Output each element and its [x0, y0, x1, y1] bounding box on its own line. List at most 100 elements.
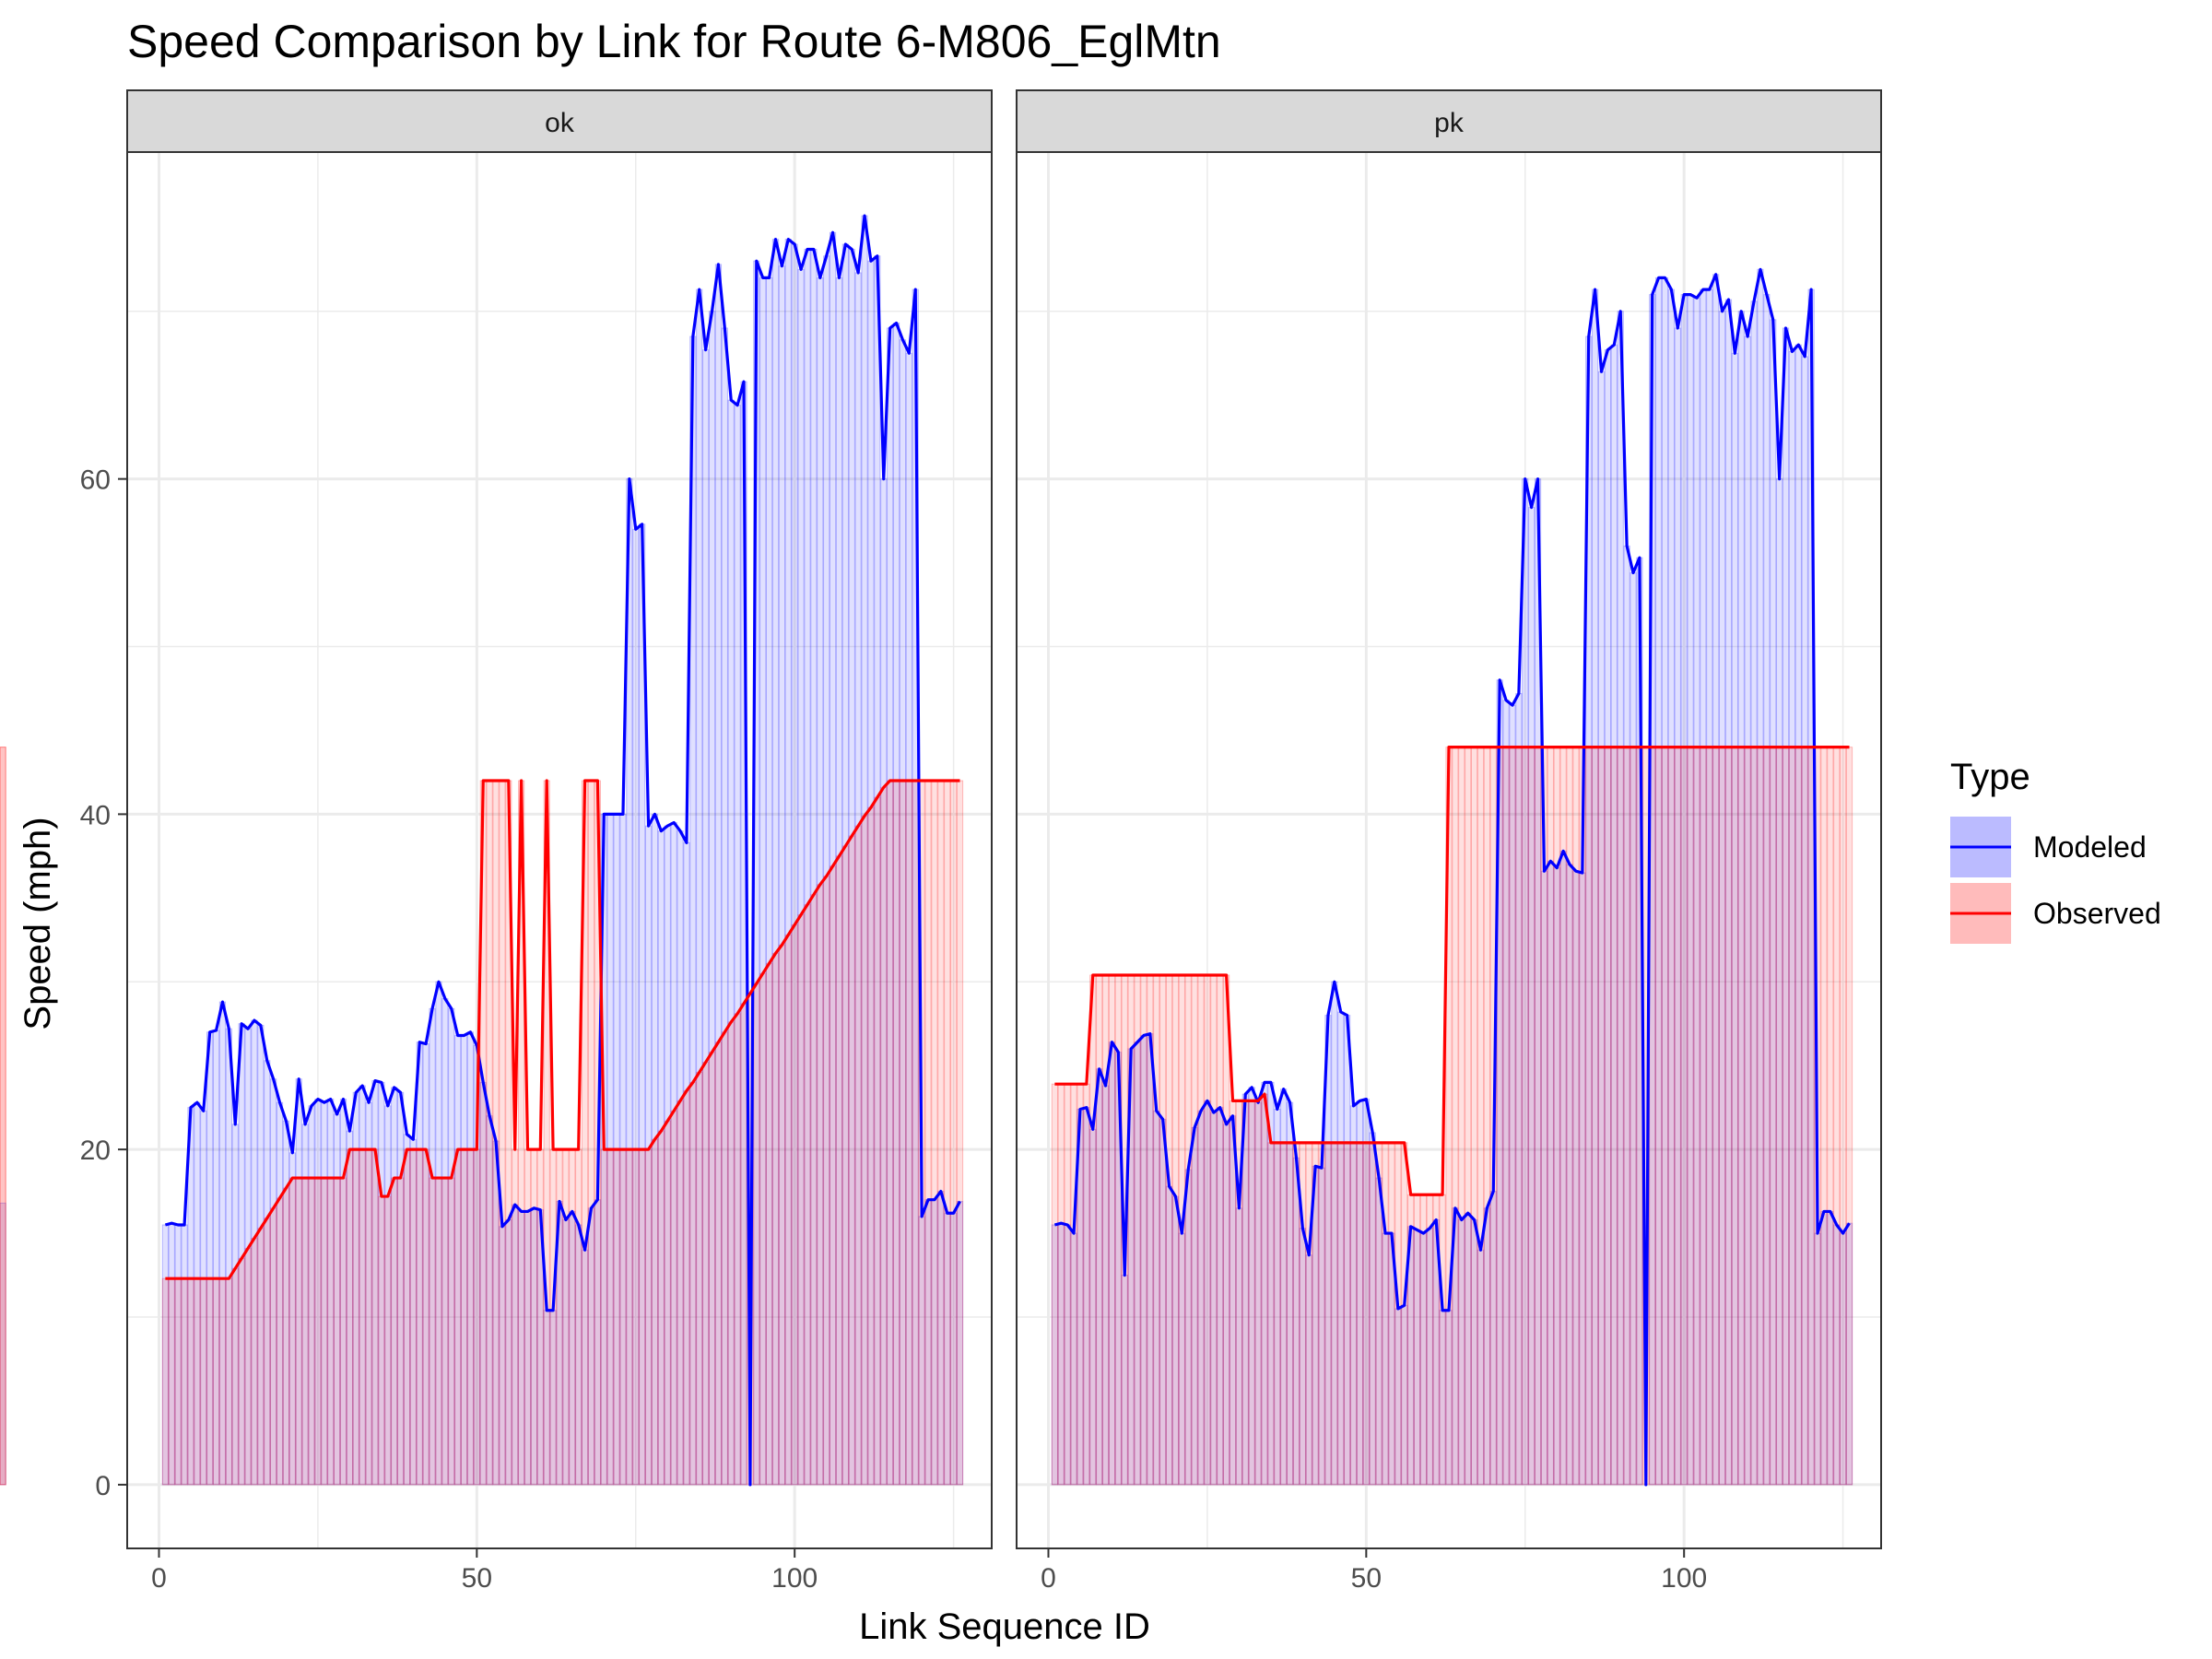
legend-label: Observed	[2033, 897, 2161, 930]
bar	[1750, 747, 1758, 1486]
bar	[1210, 974, 1218, 1486]
bar	[569, 1148, 576, 1486]
legend-entry-observed: Observed	[1950, 883, 2161, 944]
bar-series-modeled	[161, 215, 964, 1486]
bar	[264, 1218, 271, 1486]
bar	[1654, 747, 1663, 1486]
bar	[365, 1148, 372, 1486]
bar	[409, 1148, 417, 1486]
panel-border	[1016, 151, 1882, 1549]
y-tick-label: 0	[95, 1471, 111, 1501]
bar	[1382, 1142, 1389, 1486]
bar	[257, 1228, 265, 1486]
bar	[0, 747, 6, 1486]
bar	[333, 1177, 341, 1486]
bar	[562, 1148, 570, 1486]
bar	[810, 894, 818, 1486]
bar	[212, 1277, 220, 1486]
y-axis-ticks: 0 20 40 60	[80, 465, 127, 1501]
bar	[1776, 747, 1783, 1486]
bar	[626, 1148, 633, 1486]
bar-series-modeled	[0, 268, 1853, 1486]
facet-strip-label: ok	[545, 108, 575, 138]
bar	[1477, 747, 1485, 1486]
bar	[575, 1148, 582, 1486]
speed-bars	[161, 215, 964, 1486]
bar	[1630, 747, 1637, 1486]
bar	[689, 1081, 697, 1486]
bar	[829, 865, 837, 1486]
bar	[0, 747, 6, 1486]
bar	[702, 1062, 710, 1486]
x-tick-label: 50	[1351, 1563, 1382, 1594]
bar	[1388, 1142, 1395, 1486]
bar	[880, 786, 888, 1486]
bar	[1553, 747, 1560, 1486]
bar	[1184, 974, 1192, 1486]
bar	[905, 780, 912, 1486]
bar	[644, 1148, 653, 1486]
bar	[1331, 1142, 1338, 1486]
bar	[1217, 974, 1224, 1486]
bar	[1757, 747, 1764, 1486]
bar	[1070, 1083, 1077, 1486]
bar	[1140, 974, 1147, 1486]
bar	[1051, 1083, 1058, 1486]
bar	[892, 780, 900, 1486]
bar	[1286, 1142, 1294, 1486]
bar	[835, 855, 843, 1486]
bar	[1222, 974, 1230, 1486]
bar	[1680, 747, 1688, 1486]
bar	[1274, 1142, 1281, 1486]
bar	[1509, 747, 1516, 1486]
bar	[1349, 1142, 1358, 1486]
bar	[1089, 974, 1097, 1486]
bar	[1770, 747, 1777, 1486]
bar	[218, 1277, 227, 1486]
bar	[1597, 747, 1606, 1486]
bar	[1706, 747, 1713, 1486]
bar	[231, 1267, 239, 1486]
bar	[1153, 974, 1160, 1486]
bar	[823, 876, 830, 1486]
bar	[1667, 747, 1676, 1486]
bar	[1165, 974, 1173, 1486]
bar-series-observed	[0, 747, 1853, 1486]
bar	[683, 1089, 690, 1486]
facet-panel-ok: ok 0 50 100	[126, 89, 993, 1594]
bar	[1572, 747, 1580, 1486]
line-observed	[165, 779, 960, 1280]
bar	[1369, 1142, 1376, 1486]
bar	[1731, 747, 1738, 1486]
bar	[1833, 747, 1841, 1486]
bar	[1241, 1100, 1249, 1486]
bar	[753, 982, 760, 1486]
line-modeled	[164, 214, 961, 1487]
facet-strip	[126, 89, 993, 153]
bar	[288, 1177, 296, 1486]
bar	[168, 1277, 175, 1486]
bar	[1362, 1142, 1370, 1486]
panel-border	[126, 151, 993, 1549]
bar	[314, 1177, 322, 1486]
bar	[734, 1013, 741, 1486]
bar	[359, 1148, 366, 1486]
bar	[238, 1257, 245, 1486]
bar	[677, 1100, 684, 1486]
bar	[1845, 1222, 1853, 1486]
bar	[1324, 1142, 1332, 1486]
bar	[327, 1177, 335, 1486]
bar	[854, 825, 862, 1486]
bar	[1585, 747, 1593, 1486]
bar	[1712, 747, 1720, 1486]
bar	[308, 1177, 315, 1486]
bar	[606, 1148, 614, 1486]
bar	[512, 1148, 519, 1486]
bar	[791, 924, 798, 1486]
bar	[924, 780, 932, 1486]
bar	[1693, 747, 1700, 1486]
bar	[1547, 747, 1554, 1486]
bar	[1794, 747, 1802, 1486]
bar	[466, 1148, 475, 1486]
bar	[416, 1148, 423, 1486]
